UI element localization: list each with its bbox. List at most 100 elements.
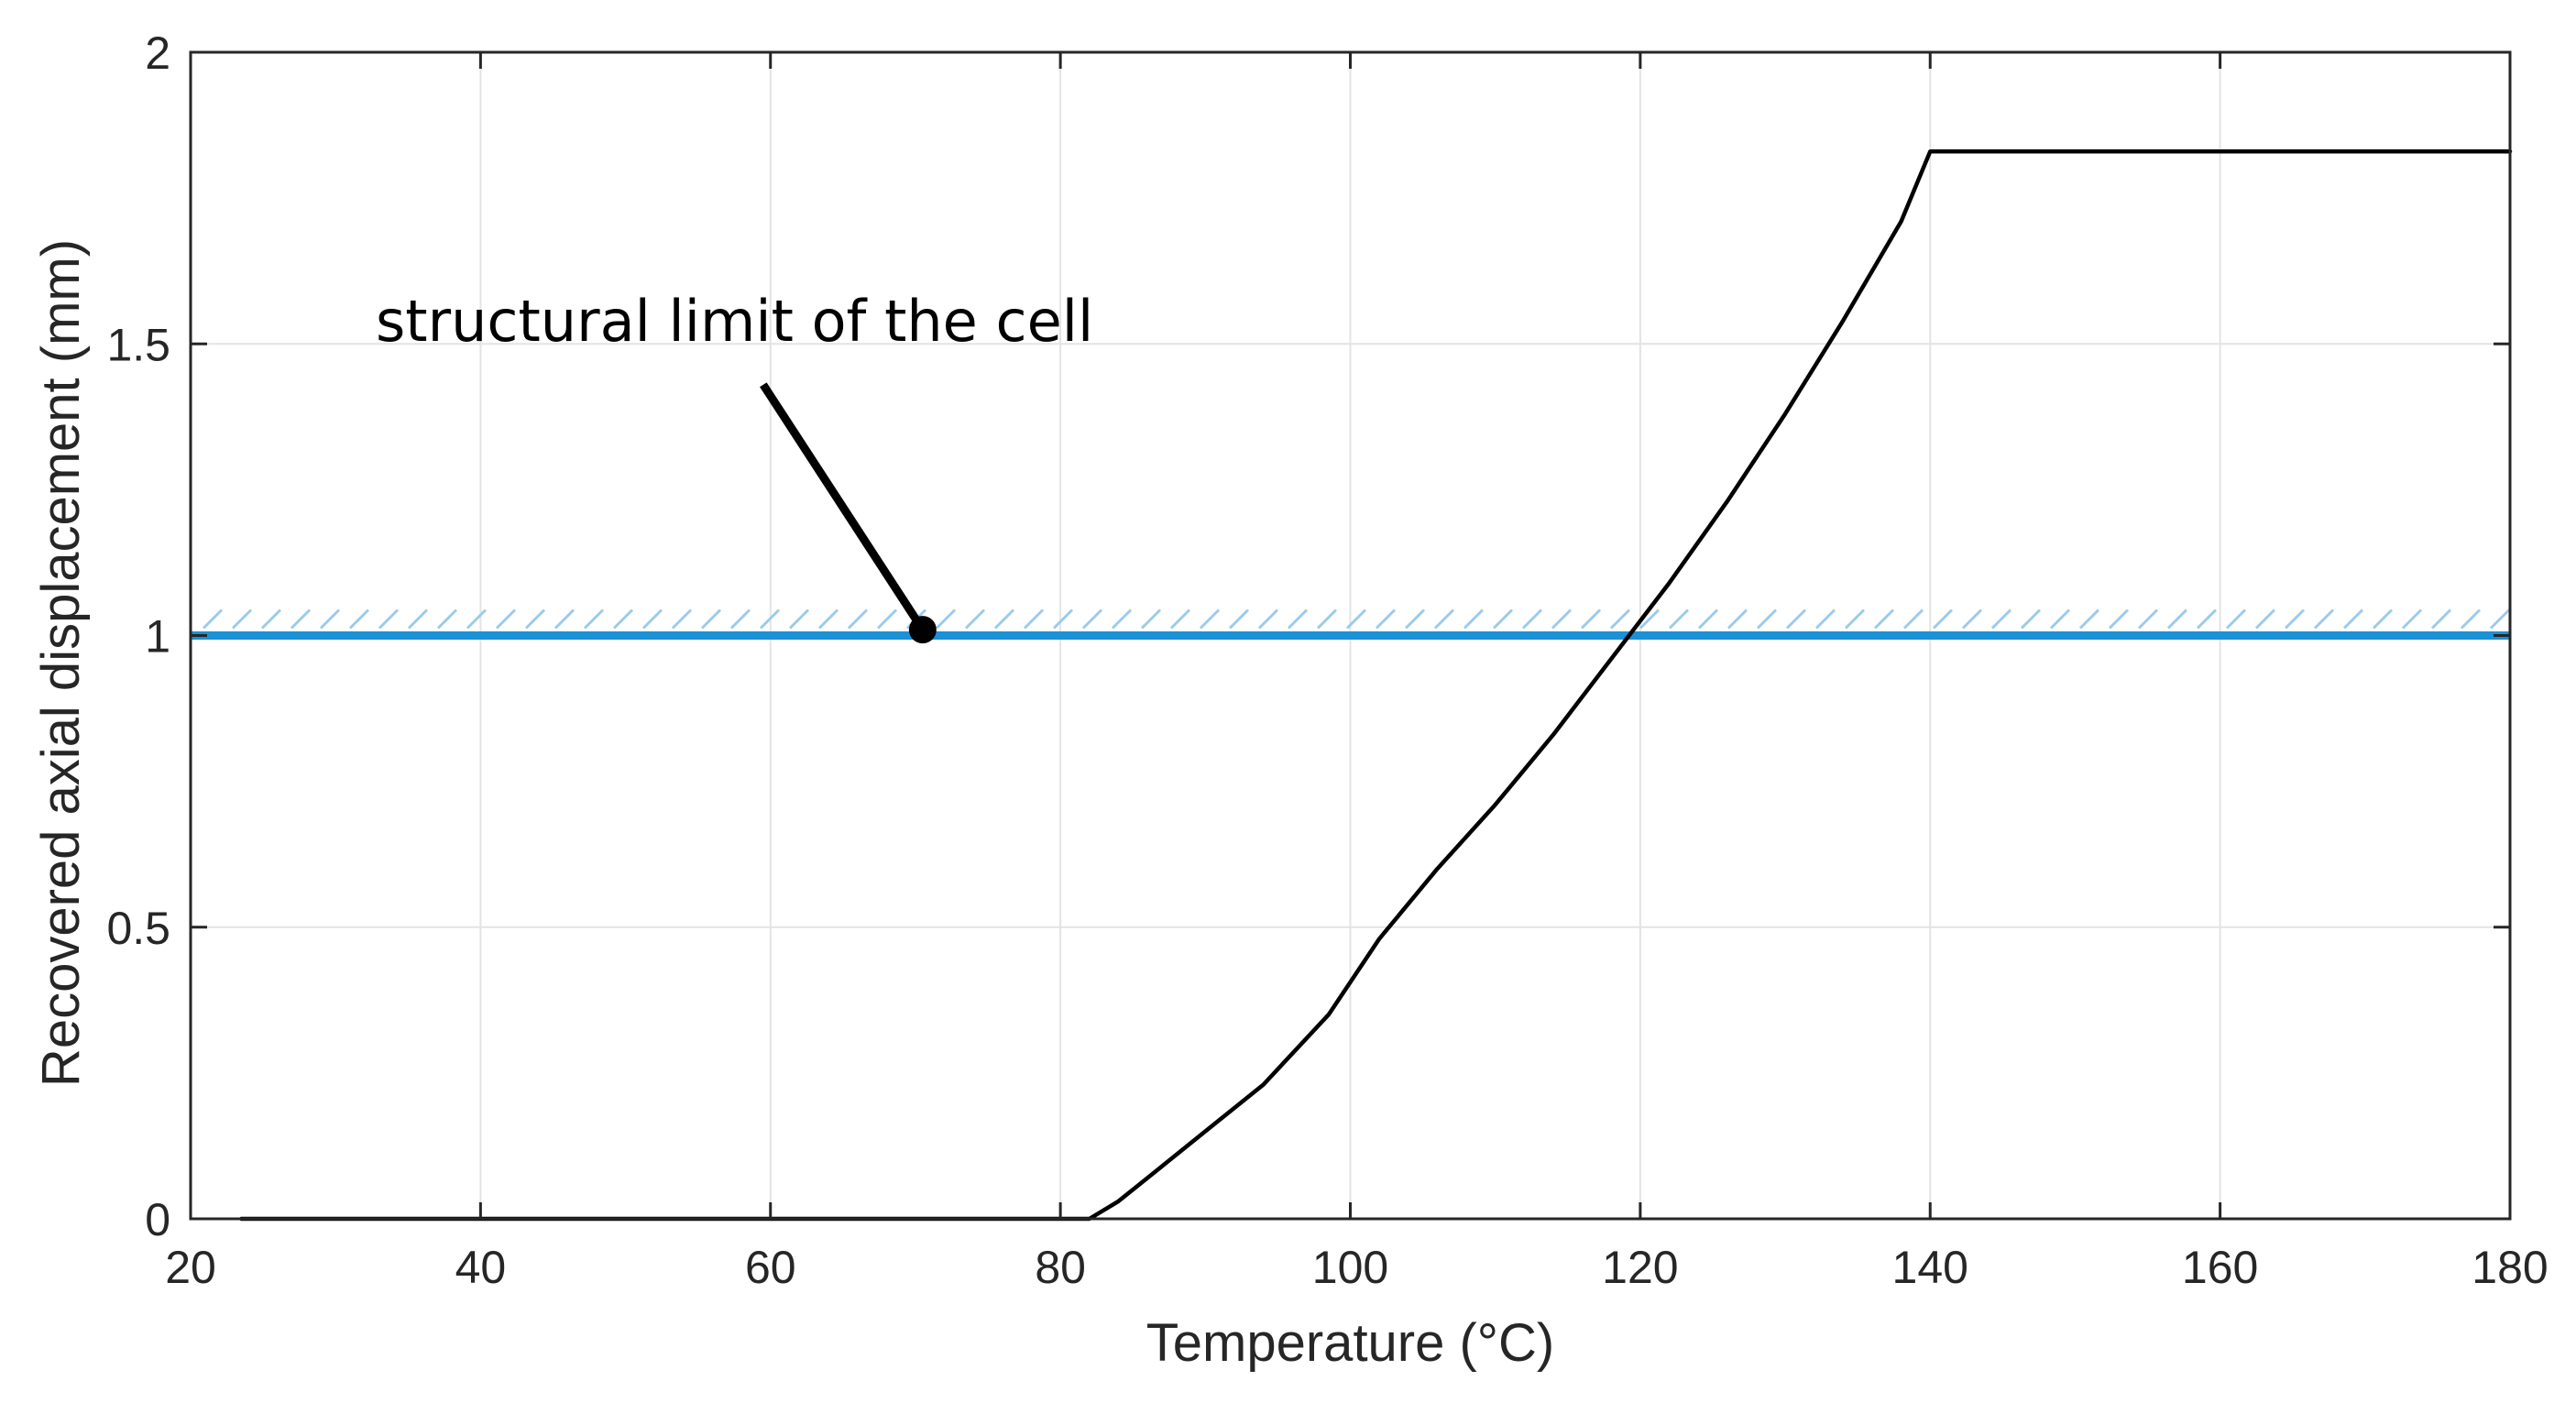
limit-hatch-mark [407,608,429,630]
limit-hatch-mark [1932,608,1954,630]
limit-hatch-mark [1814,608,1836,630]
x-tick-label-40: 40 [455,1242,507,1293]
limit-hatch-mark [1257,608,1279,630]
limit-hatch-mark [2284,608,2306,630]
limit-hatch-mark [1726,608,1748,630]
limit-hatch-mark [231,608,253,630]
x-axis-label: Temperature (°C) [1146,1313,1554,1373]
annotation-pointer-dot [908,616,937,644]
limit-hatch-mark [964,608,986,630]
limit-hatch-mark [700,608,722,630]
limit-hatch-mark [2460,608,2482,630]
limit-hatch-mark [1404,608,1426,630]
limit-hatch-mark [847,608,869,630]
limit-hatch-mark [1756,608,1778,630]
limit-hatch-mark [935,608,957,630]
limit-hatch-mark [2078,608,2100,630]
limit-hatch-mark [1873,608,1895,630]
limit-hatch-mark [1111,608,1133,630]
limit-hatch-mark [2225,608,2247,630]
series-line-displacement [239,148,2513,1222]
limit-hatch-mark [1521,608,1543,630]
annotation-pointer-line [760,382,926,632]
limit-hatch-mark [1052,608,1074,630]
limit-hatch-mark [378,608,400,630]
limit-hatch-mark [1844,608,1866,630]
limit-hatch-mark [319,608,341,630]
limit-hatch-mark [1375,608,1397,630]
limit-hatch-mark [348,608,370,630]
limit-hatch-mark [788,608,810,630]
limit-hatch-mark [2401,608,2423,630]
x-tick-label-140: 140 [1892,1242,1968,1293]
x-tick-label-100: 100 [1312,1242,1388,1293]
limit-hatch-mark [436,608,458,630]
limit-hatch-mark [1199,608,1221,630]
annotation-label: structural limit of the cell [376,288,1093,355]
limit-hatch-mark [1169,608,1191,630]
limit-hatch-mark [1639,608,1661,630]
limit-hatch-mark [641,608,663,630]
limit-hatch-mark [1081,608,1103,630]
limit-hatch [202,608,2511,630]
limit-hatch-mark [993,608,1015,630]
limit-hatch-mark [1316,608,1338,630]
limit-hatch-mark [1345,608,1367,630]
limit-hatch-mark [817,608,839,630]
limit-hatch-mark [1463,608,1485,630]
limit-hatch-mark [2166,608,2188,630]
x-tick-label-80: 80 [1035,1242,1086,1293]
limit-hatch-mark [1785,608,1807,630]
y-tick-label-1: 1 [145,611,170,663]
limit-hatch-mark [1551,608,1573,630]
limit-hatch-mark [2196,608,2218,630]
y-tick-label-0.5: 0.5 [106,903,170,954]
limit-hatch-mark [202,608,224,630]
limit-hatch-mark [1023,608,1045,630]
limit-hatch-mark [1697,608,1719,630]
limit-hatch-mark [583,608,605,630]
y-tick-label-2: 2 [145,27,170,79]
limit-hatch-mark [876,608,898,630]
y-tick-label-0: 0 [145,1194,170,1245]
x-tick-label-120: 120 [1602,1242,1678,1293]
limit-hatch-mark [554,608,575,630]
x-tick-label-180: 180 [2472,1242,2548,1293]
limit-hatch-mark [524,608,546,630]
limit-hatch-mark [2020,608,2042,630]
series [239,148,2513,1222]
limit-hatch-mark [1961,608,1983,630]
limit-hatch-mark [759,608,781,630]
limit-hatch-mark [729,608,751,630]
limit-hatch-mark [2108,608,2130,630]
limit-hatch-mark [1668,608,1690,630]
limit-hatch-mark [466,608,488,630]
limit-hatch-mark [1609,608,1631,630]
y-axis-label: Recovered axial displacement (mm) [31,239,91,1087]
limit-hatch-mark [2372,608,2394,630]
limit-hatch-mark [1433,608,1455,630]
ticks: 20 40 60 80 100 120 140 160 180 0 0.5 1 1.5 2 [106,27,2548,1293]
limit-hatch-mark [2254,608,2276,630]
limit-hatch-mark [1902,608,1924,630]
limit-hatch-mark [1140,608,1162,630]
limit-hatch-mark [1580,608,1602,630]
limit-hatch-mark [1492,608,1514,630]
limit-hatch-mark [2489,608,2511,630]
limit-hatch-mark [1990,608,2012,630]
limit-hatch-mark [671,608,693,630]
limit-hatch-mark [2049,608,2071,630]
limit-hatch-mark [1228,608,1250,630]
x-tick-label-160: 160 [2182,1242,2258,1293]
limit-hatch-mark [260,608,282,630]
limit-hatch-mark [290,608,312,630]
y-tick-label-1.5: 1.5 [106,319,170,370]
limit-hatch-mark [2342,608,2364,630]
x-tick-label-60: 60 [745,1242,796,1293]
x-tick-label-20: 20 [165,1242,216,1293]
limit-hatch-mark [495,608,517,630]
limit-hatch-mark [2430,608,2452,630]
limit-hatch-mark [612,608,634,630]
